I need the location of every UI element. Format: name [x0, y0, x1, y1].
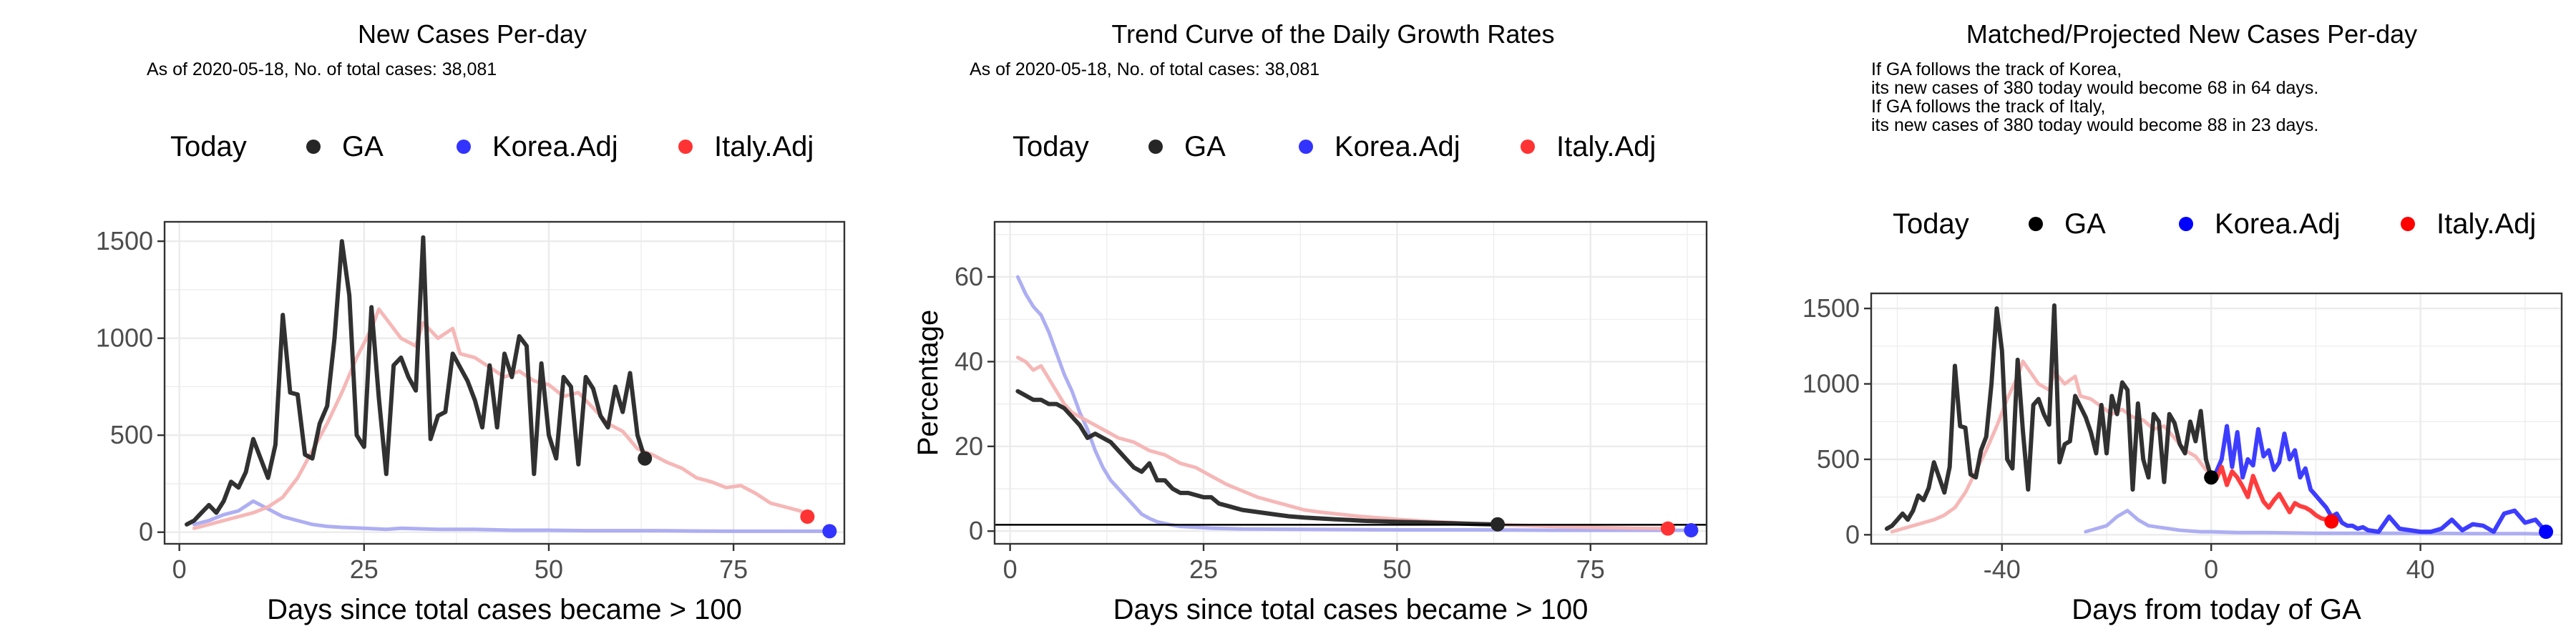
today-marker-italy-adj	[2324, 514, 2339, 529]
y-tick-label: 1500	[1802, 293, 1860, 323]
series-line-korea-adj-light	[192, 499, 831, 533]
chart-title: Trend Curve of the Daily Growth Rates	[1112, 19, 1555, 49]
legend-marker	[2179, 217, 2193, 231]
legend-title: Today	[170, 131, 247, 162]
legend-item-label: GA	[342, 131, 384, 162]
series-line-italy-adj-projected	[2209, 464, 2334, 524]
x-tick-label: 25	[1189, 555, 1218, 584]
legend-marker	[2029, 217, 2043, 231]
grid	[1871, 293, 2562, 544]
x-tick-label: 0	[172, 555, 187, 584]
legend-item-label: GA	[1184, 131, 1226, 162]
x-tick-label: 50	[535, 555, 563, 584]
legend-item-label: Korea.Adj	[2215, 208, 2341, 240]
plot-area	[995, 222, 1707, 544]
y-tick-label: 500	[110, 420, 153, 449]
chart-new-cases-per-day: New Cases Per-day As of 2020-05-18, No. o…	[96, 19, 846, 625]
chart-note: its new cases of 380 today would become …	[1871, 115, 2318, 135]
today-marker-italy-adj	[1660, 521, 1675, 536]
legend-item-label: Italy.Adj	[2436, 208, 2536, 240]
today-marker-ga	[2204, 470, 2219, 485]
today-marker-ga	[638, 451, 653, 466]
x-tick-label: -40	[1984, 555, 2021, 584]
x-tick-label: 75	[1576, 555, 1605, 584]
y-tick-label: 40	[955, 346, 983, 376]
grid	[995, 222, 1707, 544]
legend-item-label: Italy.Adj	[1556, 131, 1656, 162]
x-tick-label: 50	[1382, 555, 1411, 584]
chart-note: If GA follows the track of Korea,	[1871, 59, 2122, 79]
legend-marker	[1521, 140, 1535, 154]
x-axis-label: Days from today of GA	[2072, 594, 2361, 625]
legend: Today GA Korea.Adj Italy.Adj	[1893, 208, 2536, 240]
legend-marker	[457, 140, 471, 154]
x-tick-label: 25	[350, 555, 379, 584]
today-marker-italy-adj	[800, 509, 815, 525]
today-marker-ga	[1490, 517, 1505, 532]
legend: Today GA Korea.Adj Italy.Adj	[170, 131, 814, 162]
chart-matched-projected-cases: Matched/Projected New Cases Per-day If GA…	[1802, 19, 2563, 625]
x-tick-label: 40	[2406, 555, 2435, 584]
today-marker-korea-adj	[822, 524, 837, 539]
y-axis-label: Percentage	[912, 310, 944, 457]
chart-note: its new cases of 380 today would become …	[1871, 78, 2318, 98]
legend-marker	[2401, 217, 2415, 231]
x-axis-label: Days since total cases became > 100	[1113, 594, 1589, 625]
series-line-korea-adj-light	[1015, 275, 1693, 532]
y-tick-label: 60	[955, 262, 983, 291]
y-tick-label: 1000	[1802, 369, 1860, 399]
legend-item-label: Korea.Adj	[492, 131, 618, 162]
legend-item-label: GA	[2064, 208, 2106, 240]
chart-subtitle: As of 2020-05-18, No. of total cases: 38…	[147, 59, 497, 79]
legend-item-label: Korea.Adj	[1335, 131, 1460, 162]
chart-note: If GA follows the track of Italy,	[1871, 97, 2105, 117]
series-line-ga-dark	[185, 235, 648, 527]
chart-title: Matched/Projected New Cases Per-day	[1966, 19, 2417, 49]
series-line-korea-adj-light	[2084, 509, 2548, 536]
y-tick-label: 1000	[96, 323, 153, 353]
legend-marker	[306, 140, 321, 154]
y-tick-label: 500	[1817, 444, 1860, 474]
legend-marker	[678, 140, 693, 154]
chart-growth-rate-trend: Trend Curve of the Daily Growth Rates As …	[912, 19, 1708, 625]
y-tick-label: 0	[139, 517, 153, 547]
today-marker-korea-adj	[1684, 523, 1699, 538]
today-marker-korea-adj	[2539, 525, 2554, 540]
legend-title: Today	[1013, 131, 1089, 162]
chart-title: New Cases Per-day	[358, 19, 587, 49]
legend-title: Today	[1893, 208, 1969, 240]
x-axis-label: Days since total cases became > 100	[267, 594, 742, 625]
y-tick-label: 0	[1845, 519, 1860, 549]
plot-area	[1871, 293, 2562, 544]
y-tick-label: 0	[969, 516, 983, 545]
x-tick-label: 75	[719, 555, 748, 584]
chart-subtitle: As of 2020-05-18, No. of total cases: 38…	[970, 59, 1319, 79]
legend-item-label: Italy.Adj	[714, 131, 814, 162]
x-tick-label: 0	[2204, 555, 2218, 584]
plot-border	[993, 220, 1708, 545]
series-line-ga-dark	[1015, 389, 1500, 527]
plot-area	[165, 222, 844, 544]
x-tick-label: 0	[1003, 555, 1018, 584]
legend-marker	[1299, 140, 1313, 154]
y-tick-label: 20	[955, 431, 983, 461]
y-tick-label: 1500	[96, 226, 153, 255]
series-line-ga-dark	[1884, 303, 2214, 531]
plot-border	[163, 220, 846, 545]
legend: Today GA Korea.Adj Italy.Adj	[1013, 131, 1656, 162]
plot-border	[1870, 292, 2563, 545]
legend-marker	[1148, 140, 1163, 154]
